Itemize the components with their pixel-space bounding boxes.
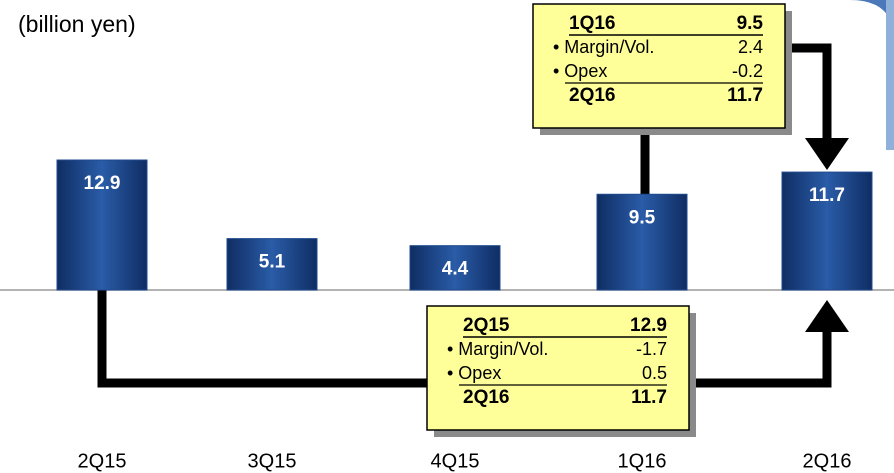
row-label: 2Q15 xyxy=(463,315,510,336)
row-value: -1.7 xyxy=(636,339,667,359)
value-label: 4.4 xyxy=(442,259,469,280)
bar xyxy=(781,171,873,291)
row-label: • Margin/Vol. xyxy=(553,37,654,57)
row-label: 1Q16 xyxy=(569,13,615,34)
row-value: 12.9 xyxy=(630,315,667,336)
x-tick-label: 1Q16 xyxy=(618,450,667,472)
row-label: 2Q16 xyxy=(463,387,509,408)
arrow-head xyxy=(805,138,849,170)
row-label: • Opex xyxy=(447,363,501,383)
row-label: • Margin/Vol. xyxy=(447,339,548,359)
x-tick-label: 2Q15 xyxy=(78,450,127,472)
annotation-box xyxy=(532,3,786,129)
row-value: 11.7 xyxy=(631,387,667,408)
frame-edge xyxy=(886,0,894,150)
x-tick-label: 2Q16 xyxy=(803,450,852,472)
bar xyxy=(56,159,148,291)
row-value: 9.5 xyxy=(737,13,764,34)
row-value: 0.5 xyxy=(642,363,667,383)
arrow-head xyxy=(805,300,849,332)
frame-corner xyxy=(850,0,894,40)
bar xyxy=(226,238,318,291)
row-value: 11.7 xyxy=(727,85,763,106)
subtitle: (billion yen) xyxy=(18,11,136,37)
x-tick-label: 4Q15 xyxy=(431,450,480,472)
value-label: 12.9 xyxy=(84,173,121,194)
bar xyxy=(409,245,501,291)
bar xyxy=(596,193,688,291)
annotation-box xyxy=(426,305,690,431)
value-label: 9.5 xyxy=(629,207,656,228)
value-label: 5.1 xyxy=(259,252,286,273)
row-label: 2Q16 xyxy=(569,85,615,106)
value-label: 11.7 xyxy=(809,185,845,206)
row-value: -0.2 xyxy=(732,61,763,81)
x-tick-label: 3Q15 xyxy=(248,450,297,472)
row-value: 2.4 xyxy=(738,37,763,57)
row-label: • Opex xyxy=(553,61,607,81)
